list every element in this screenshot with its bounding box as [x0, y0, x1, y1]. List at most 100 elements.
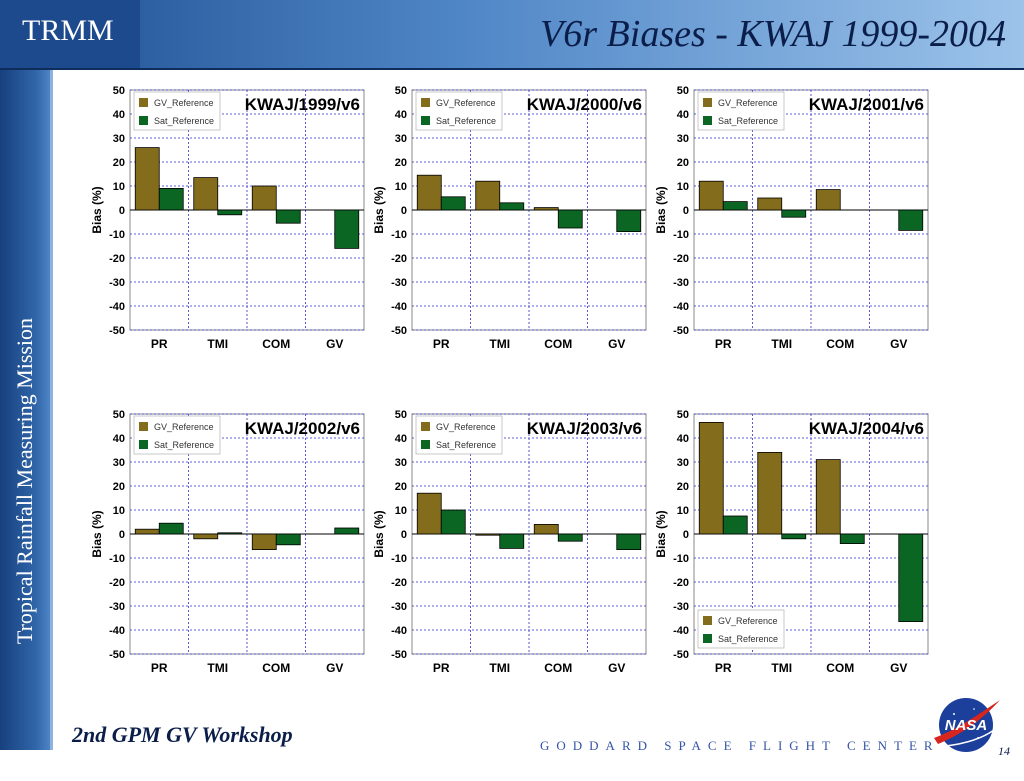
bar-gv-reference: [251, 533, 277, 550]
legend-label: Sat_Reference: [154, 440, 214, 450]
bar-gv-reference: [134, 147, 160, 211]
y-tick-label: 40: [113, 109, 125, 121]
x-category-label: TMI: [207, 337, 228, 351]
header-brand-panel: [0, 0, 140, 68]
bar-sat-reference: [334, 527, 360, 535]
legend-swatch: [421, 422, 430, 431]
chart-kwaj-2004: 50 40 30 20 10 0 -10 -20 -30 -40 -50 PR TMI COM GV Bias…: [654, 409, 929, 675]
x-category-label: GV: [326, 337, 343, 351]
y-tick-label: -10: [673, 553, 689, 565]
bar-sat-reference: [334, 209, 360, 249]
y-tick-label: 20: [677, 157, 689, 169]
y-tick-label: 20: [677, 481, 689, 493]
y-tick-label: -20: [391, 577, 407, 589]
y-tick-label: -40: [109, 625, 125, 637]
legend-box: [697, 91, 785, 131]
y-tick-label: -20: [109, 253, 125, 265]
y-tick-label: -40: [109, 301, 125, 313]
legend-label: Sat_Reference: [436, 116, 496, 126]
legend-swatch: [703, 98, 712, 107]
legend-swatch: [703, 616, 712, 625]
bar-gv-reference: [533, 524, 559, 535]
y-tick-label: -30: [109, 601, 125, 613]
chart-title: KWAJ/1999/v6: [245, 95, 360, 114]
workshop-label: 2nd GPM GV Workshop: [72, 722, 293, 747]
bar-gv-reference: [134, 528, 160, 535]
bar-gv-reference: [757, 452, 783, 535]
x-category-label: COM: [262, 661, 290, 675]
bar-sat-reference: [499, 533, 525, 549]
y-tick-label: 30: [395, 457, 407, 469]
legend-swatch: [703, 634, 712, 643]
y-tick-label: -20: [109, 577, 125, 589]
y-tick-label: 10: [677, 505, 689, 517]
y-tick-label: -50: [673, 325, 689, 337]
chart-kwaj-2003: 50 40 30 20 10 0 -10 -20 -30 -40 -50 PR TMI COM GV Bias…: [372, 409, 647, 675]
y-axis-label: Bias (%): [90, 186, 104, 233]
x-category-label: TMI: [489, 661, 510, 675]
x-category-label: COM: [544, 337, 572, 351]
legend-label: Sat_Reference: [718, 634, 778, 644]
legend-label: GV_Reference: [718, 98, 778, 108]
y-tick-label: 50: [677, 409, 689, 421]
x-category-label: PR: [433, 337, 450, 351]
y-tick-label: 30: [395, 133, 407, 145]
y-tick-label: 40: [677, 109, 689, 121]
legend-label: GV_Reference: [154, 98, 214, 108]
y-tick-label: -40: [673, 301, 689, 313]
chart-title: KWAJ/2004/v6: [809, 419, 924, 438]
x-category-label: TMI: [771, 337, 792, 351]
legend-label: GV_Reference: [436, 98, 496, 108]
y-tick-label: -30: [391, 601, 407, 613]
y-tick-label: -10: [391, 553, 407, 565]
legend-label: GV_Reference: [718, 616, 778, 626]
y-tick-label: 40: [113, 433, 125, 445]
bar-gv-reference: [757, 197, 783, 211]
bar-sat-reference: [781, 533, 807, 540]
y-tick-label: 30: [113, 457, 125, 469]
bar-sat-reference: [781, 209, 807, 218]
y-tick-label: -50: [109, 325, 125, 337]
bar-gv-reference: [698, 180, 724, 211]
bar-sat-reference: [898, 533, 924, 622]
y-tick-label: 10: [677, 181, 689, 193]
legend-box: [133, 91, 221, 131]
y-tick-label: -40: [673, 625, 689, 637]
bar-sat-reference: [557, 533, 583, 542]
y-tick-label: -50: [391, 649, 407, 661]
y-tick-label: -20: [391, 253, 407, 265]
x-category-label: PR: [715, 661, 732, 675]
y-axis-label: Bias (%): [90, 510, 104, 557]
bar-sat-reference: [440, 509, 466, 535]
slide-title: V6r Biases - KWAJ 1999-2004: [540, 13, 1006, 55]
y-tick-label: -30: [673, 277, 689, 289]
legend-label: Sat_Reference: [154, 116, 214, 126]
chart-title: KWAJ/2000/v6: [527, 95, 642, 114]
bar-sat-reference: [440, 196, 466, 211]
x-category-label: GV: [890, 661, 907, 675]
bar-sat-reference: [557, 209, 583, 229]
y-tick-label: -40: [391, 301, 407, 313]
x-category-label: PR: [151, 337, 168, 351]
bar-gv-reference: [416, 174, 442, 211]
chart-title: KWAJ/2001/v6: [809, 95, 924, 114]
y-tick-label: 0: [401, 205, 407, 217]
y-tick-label: 40: [395, 109, 407, 121]
bar-sat-reference: [275, 209, 301, 224]
y-tick-label: 50: [677, 85, 689, 97]
y-tick-label: 10: [395, 505, 407, 517]
x-category-label: TMI: [207, 661, 228, 675]
y-tick-label: -20: [673, 577, 689, 589]
legend-swatch: [421, 440, 430, 449]
x-category-label: GV: [608, 661, 625, 675]
y-axis-label: Bias (%): [654, 510, 668, 557]
y-tick-label: -30: [673, 601, 689, 613]
legend-label: GV_Reference: [436, 422, 496, 432]
y-tick-label: 10: [113, 505, 125, 517]
y-axis-label: Bias (%): [654, 186, 668, 233]
sidebar: Tropical Rainfall Measuring Mission: [0, 70, 53, 750]
chart-title: KWAJ/2002/v6: [245, 419, 360, 438]
bar-gv-reference: [193, 177, 219, 211]
goddard-label: GODDARD SPACE FLIGHT CENTER: [540, 738, 940, 753]
y-tick-label: 50: [113, 409, 125, 421]
